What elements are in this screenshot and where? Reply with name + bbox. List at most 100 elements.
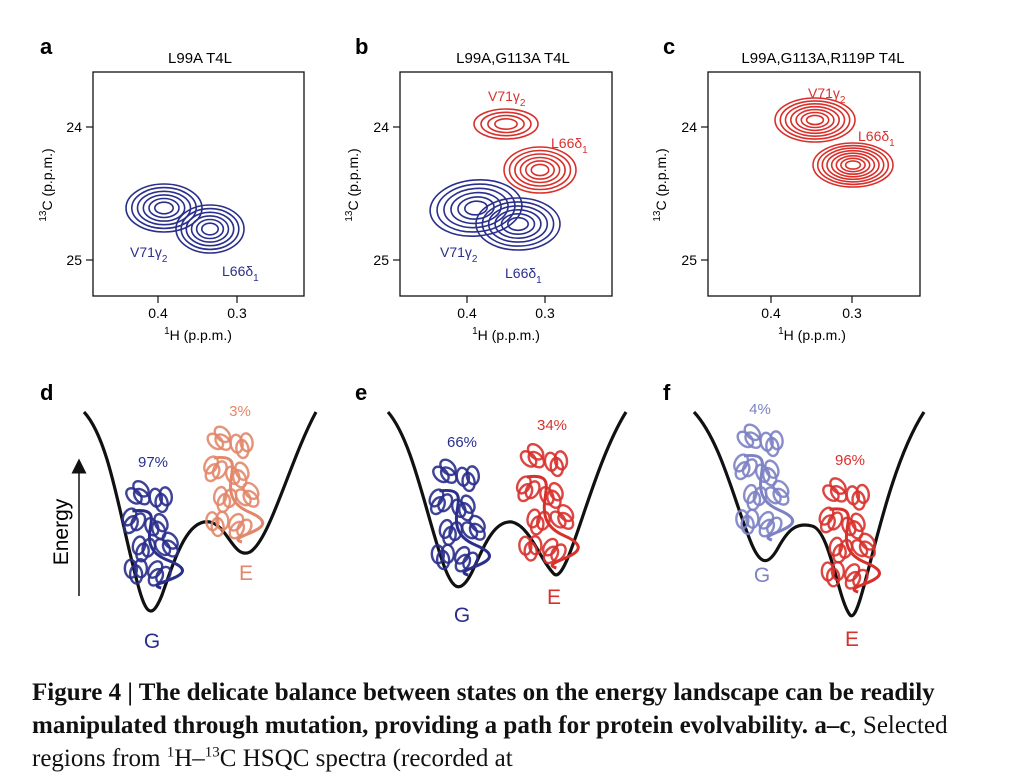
excited-state-percent: 96% bbox=[835, 452, 865, 469]
protein-ribbon-ground bbox=[121, 479, 184, 590]
contour-l66-red bbox=[524, 160, 555, 180]
x-tick-0.4: 0.4 bbox=[457, 305, 477, 321]
helix-turn bbox=[242, 481, 260, 500]
peak-label-v71-red: V71γ2 bbox=[488, 88, 526, 109]
helix-turn bbox=[236, 518, 253, 538]
contour-l66-red bbox=[514, 153, 566, 187]
excited-state-percent: 3% bbox=[229, 403, 251, 420]
contour-v71 bbox=[142, 194, 186, 222]
contour-l66-blue bbox=[500, 213, 536, 236]
panel-b-title: L99A,G113A T4L bbox=[456, 50, 570, 67]
y-tick-25: 25 bbox=[66, 252, 82, 268]
y-axis-label: 13C (p.p.m.) bbox=[652, 148, 669, 221]
panel-letter-f: f bbox=[663, 380, 671, 405]
contour-v71-blue bbox=[457, 196, 495, 220]
backbone-strand bbox=[132, 508, 184, 590]
helix-turn bbox=[460, 494, 476, 515]
caption-panel-ref: a–c bbox=[814, 712, 851, 739]
helix-turn bbox=[234, 461, 250, 482]
helix-turn bbox=[769, 430, 784, 451]
contour-l66 bbox=[190, 215, 230, 243]
peak-label-l66-blue: L66δ1 bbox=[505, 265, 542, 286]
helix-turn bbox=[852, 568, 869, 588]
helix-turn bbox=[133, 558, 149, 579]
figure-caption: Figure 4 | The delicate balance between … bbox=[32, 679, 948, 772]
contour-l66-red bbox=[830, 152, 876, 178]
contour-l66-red bbox=[503, 146, 577, 194]
panel-d: d Energy 97% 3% G E bbox=[40, 380, 318, 653]
excited-state-label: E bbox=[845, 628, 859, 651]
excited-state-percent: 34% bbox=[537, 417, 567, 434]
helix-turn bbox=[130, 512, 147, 532]
contour-v71-red bbox=[789, 105, 840, 135]
panel-c-frame bbox=[707, 71, 921, 297]
contour-v71 bbox=[148, 197, 180, 219]
backbone-strand bbox=[743, 453, 795, 542]
energy-landscape-curve bbox=[386, 410, 628, 589]
helix-turn bbox=[440, 543, 456, 564]
contour-v71 bbox=[125, 183, 203, 233]
protein-ribbon-excited bbox=[203, 425, 265, 544]
helix-turn bbox=[743, 423, 762, 442]
helix-turn bbox=[239, 432, 254, 453]
panel-b-frame bbox=[399, 71, 613, 297]
contour-cluster-blue bbox=[125, 183, 245, 254]
ground-state-percent: 97% bbox=[138, 454, 168, 471]
peak-label-l66-red: L66δ1 bbox=[858, 128, 895, 149]
helix-turn bbox=[526, 442, 545, 461]
contour-l66-red bbox=[826, 149, 880, 181]
contour-v71-red bbox=[494, 118, 518, 131]
contour-l66-blue bbox=[494, 209, 542, 240]
contour-v71-red bbox=[805, 114, 825, 126]
contour-l66-blue bbox=[481, 201, 555, 247]
contour-v71-red bbox=[473, 108, 539, 140]
contour-l66-red bbox=[816, 144, 890, 186]
panel-letter-d: d bbox=[40, 380, 53, 405]
panel-c-title: L99A,G113A,R119P T4L bbox=[741, 50, 904, 67]
x-tick-0.3: 0.3 bbox=[227, 305, 247, 321]
helix-turn bbox=[850, 512, 866, 533]
contour-v71-red bbox=[784, 103, 846, 138]
panel-f: f 4% 96% G E bbox=[663, 380, 926, 651]
y-tick-24: 24 bbox=[66, 119, 82, 135]
contour-v71-red bbox=[774, 97, 856, 143]
ground-state-percent: 4% bbox=[749, 401, 771, 418]
contour-v71-blue bbox=[443, 187, 509, 229]
protein-ribbon-excited bbox=[515, 442, 580, 570]
contour-l66-red bbox=[519, 156, 561, 184]
helix-turn bbox=[158, 486, 174, 507]
contour-v71-blue bbox=[429, 179, 523, 237]
excited-state-label: E bbox=[547, 586, 561, 609]
helix-turn bbox=[213, 425, 232, 444]
contour-v71 bbox=[131, 186, 198, 230]
helix-turn bbox=[528, 535, 543, 556]
helix-turn bbox=[553, 450, 569, 471]
contour-v71-red bbox=[779, 100, 851, 140]
contour-l66-blue bbox=[475, 197, 561, 251]
helix-turn bbox=[772, 479, 790, 498]
ground-state-percent: 66% bbox=[447, 434, 477, 451]
contour-l66-blue bbox=[506, 216, 529, 232]
ground-state-label: G bbox=[454, 604, 470, 627]
helix-turn bbox=[161, 531, 179, 550]
helix-turn bbox=[557, 503, 575, 523]
y-tick-24: 24 bbox=[681, 119, 697, 135]
contour-v71 bbox=[136, 190, 192, 226]
contour-l66-red bbox=[840, 157, 866, 173]
panel-a-frame bbox=[92, 71, 305, 297]
helix-turn bbox=[827, 511, 844, 531]
panel-c: c L99A,G113A,R119P T4L 24 25 0.4 0.3 1H … bbox=[652, 34, 921, 343]
contour-l66-red bbox=[844, 160, 862, 170]
helix-turn bbox=[855, 483, 871, 505]
protein-ribbon-ground bbox=[428, 458, 491, 577]
contour-l66 bbox=[201, 222, 220, 236]
helix-turn bbox=[524, 480, 541, 500]
figure-title: The delicate balance between states on t… bbox=[32, 679, 935, 739]
excited-state-label: E bbox=[239, 562, 253, 585]
helix-turn bbox=[745, 508, 760, 529]
panel-a-title: L99A T4L bbox=[168, 50, 232, 67]
helix-turn bbox=[132, 479, 150, 498]
contour-cluster-blue-red bbox=[429, 108, 577, 251]
panel-b: b L99A,G113A T4L 24 25 0.4 0.3 1H (p.p.m… bbox=[344, 34, 613, 343]
helix-turn bbox=[437, 493, 454, 513]
